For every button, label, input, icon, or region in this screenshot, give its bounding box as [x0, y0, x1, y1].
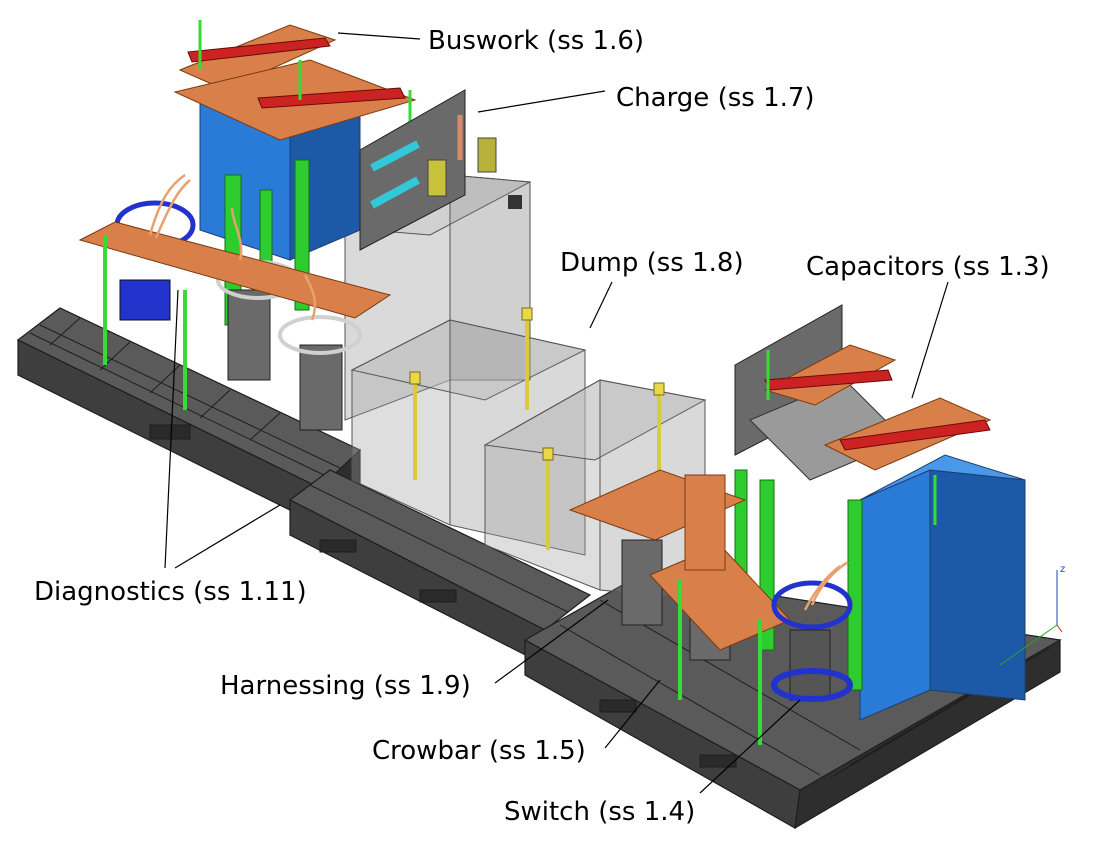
left-switch-1	[227, 289, 271, 381]
charge-board	[359, 89, 497, 251]
label-dump: Dump (ss 1.8)	[560, 248, 744, 278]
charge-cabinet-side	[449, 174, 531, 381]
right-switch-3	[789, 629, 831, 701]
right-copper-bus-strap	[684, 474, 726, 571]
label-diagnostics: Diagnostics (ss 1.11)	[34, 577, 307, 607]
axis-triad: z	[999, 564, 1065, 666]
right-capacitor-right	[929, 469, 1026, 701]
right-buswork	[763, 344, 992, 525]
charge-resistor-1	[370, 140, 420, 172]
leader-capacitors	[911, 281, 949, 399]
label-switch: Switch (ss 1.4)	[504, 797, 695, 827]
label-harnessing: Harnessing (ss 1.9)	[220, 671, 471, 701]
callout-labels: Buswork (ss 1.6) Charge (ss 1.7) Dump (s…	[34, 26, 1050, 827]
right-switch-1	[621, 539, 663, 626]
leader-charge	[477, 90, 606, 113]
left-buswork	[173, 20, 417, 141]
dump-resistor-rods	[413, 315, 661, 550]
charge-board-panel	[359, 89, 466, 251]
leader-buswork	[337, 32, 421, 40]
charge-cabinet-handle	[508, 195, 522, 209]
right-diagnostics	[568, 469, 853, 745]
leader-dump	[589, 281, 613, 329]
left-diagnostics	[78, 173, 392, 410]
leader-harnessing	[494, 599, 609, 684]
right-red-clamp-2	[839, 419, 991, 451]
dump-box-left-side	[449, 319, 586, 556]
leader-diagnostics-2	[174, 504, 281, 569]
left-diag-posts	[103, 235, 187, 410]
right-capacitor-front	[859, 469, 931, 721]
leader-crowbar	[604, 679, 661, 749]
right-diag-posts	[678, 580, 762, 745]
left-red-clamp-2	[257, 87, 406, 109]
right-diag-ring	[771, 580, 853, 630]
leader-switch	[699, 699, 801, 794]
left-diag-cables	[148, 173, 317, 321]
middle-pallet-slats	[309, 484, 569, 613]
label-charge: Charge (ss 1.7)	[616, 83, 815, 113]
right-diag-ring-base	[771, 668, 853, 702]
left-switch-2-ring	[278, 315, 362, 355]
left-switch-2	[299, 344, 343, 431]
dump-rod-caps	[409, 307, 665, 461]
label-capacitors: Capacitors (ss 1.3)	[806, 252, 1050, 282]
charge-component-2	[477, 137, 497, 173]
label-crowbar: Crowbar (ss 1.5)	[372, 736, 586, 766]
left-diag-ring-base	[119, 279, 171, 321]
left-pallet-slats	[29, 317, 341, 479]
label-buswork: Buswork (ss 1.6)	[428, 26, 644, 56]
leader-lines	[164, 32, 949, 794]
leader-diagnostics-1	[164, 289, 179, 569]
axis-z-label: z	[1060, 564, 1065, 575]
left-red-clamp-1	[187, 37, 331, 63]
charge-component-1	[427, 159, 447, 197]
charge-resistor-2	[370, 176, 420, 209]
right-green-posts	[766, 350, 937, 525]
right-capacitor-top	[859, 454, 1026, 501]
right-diag-cables	[803, 560, 849, 611]
